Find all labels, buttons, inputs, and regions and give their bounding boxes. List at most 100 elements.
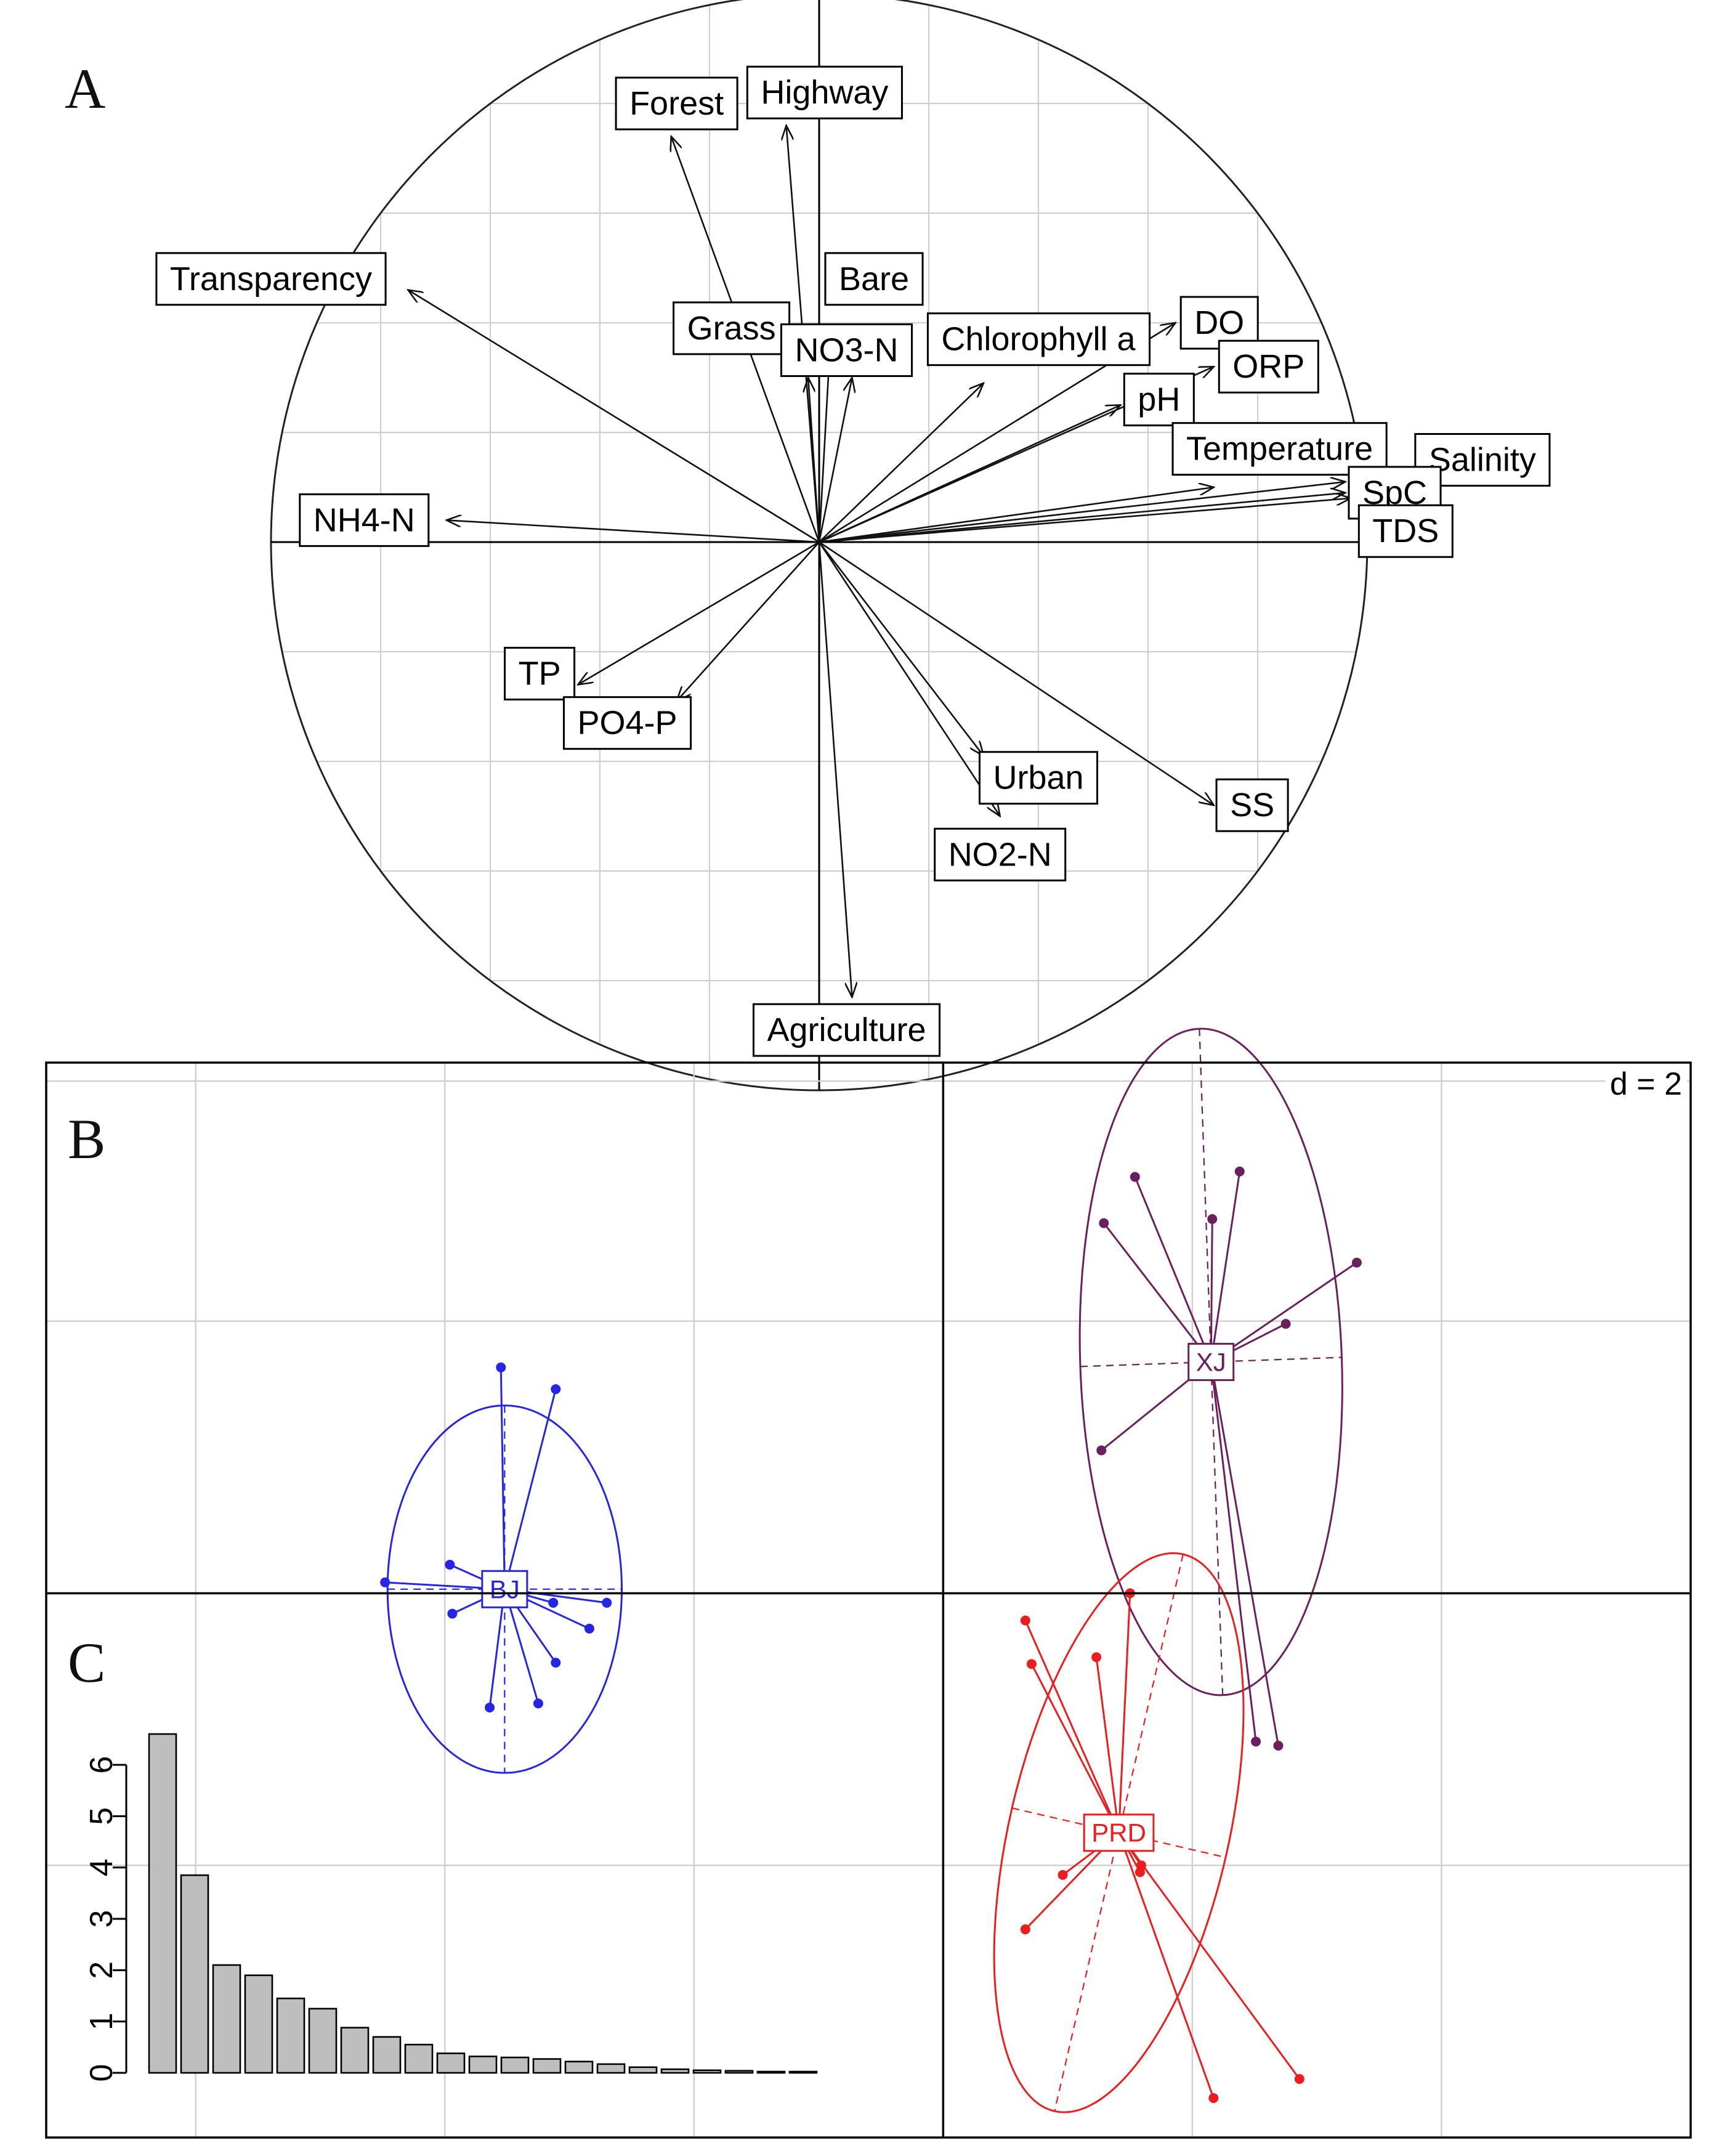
label-text: Temperature	[1186, 431, 1373, 468]
label-text: NO3-N	[795, 332, 898, 369]
star-segment	[1118, 1832, 1301, 2080]
group-label-text: BJ	[490, 1574, 520, 1603]
group-label-box	[1083, 1814, 1155, 1852]
variable-label-bare: Bare	[824, 252, 924, 306]
label-box	[504, 647, 576, 701]
sample-point	[445, 1560, 455, 1570]
label-box	[752, 1003, 941, 1057]
eigenvalue-bar-18	[692, 2069, 722, 2074]
sample-point	[1273, 1740, 1284, 1751]
sample-point	[1020, 1924, 1030, 1935]
group-label-bj: BJ	[481, 1570, 528, 1608]
variable-label-po4-p: PO4-P	[562, 696, 692, 750]
label-text: pH	[1138, 381, 1180, 418]
eigenvalue-bar-21	[788, 2070, 818, 2074]
star-segment	[503, 1388, 557, 1590]
sample-point	[1351, 1257, 1362, 1268]
y-tick-label: 0	[84, 2064, 119, 2082]
sample-point	[1280, 1319, 1291, 1329]
y-tick-label: 5	[84, 1807, 119, 1825]
label-text: Grass	[687, 310, 776, 347]
variable-label-forest: Forest	[615, 76, 738, 131]
sample-point	[1251, 1737, 1261, 1747]
variable-label-no3-n: NO3-N	[780, 323, 913, 377]
label-text: ORP	[1232, 348, 1304, 385]
eigenvalue-bar-9	[404, 2043, 434, 2074]
panel-c-y-axis: 0 1 2 3 4 5 6	[84, 1756, 127, 2082]
label-text: Urban	[993, 760, 1083, 796]
label-text: DO	[1194, 304, 1244, 341]
variable-label-nh4-n: NH4-N	[299, 493, 430, 547]
eigenvalue-bar-2	[180, 1874, 209, 2074]
label-text: NH4-N	[313, 501, 415, 538]
label-text: Salinity	[1429, 442, 1536, 479]
variable-label-temperature: Temperature	[1171, 422, 1388, 476]
variable-label-ph: pH	[1123, 373, 1195, 427]
sample-point	[551, 1384, 561, 1395]
sample-point	[1130, 1172, 1140, 1182]
star-segment	[1118, 1832, 1215, 2099]
panel-b-grid	[46, 1063, 1692, 2139]
sample-point	[380, 1577, 390, 1587]
star-segment	[1210, 1171, 1241, 1363]
y-tick-label: 2	[84, 1961, 119, 1979]
arrow-grass	[808, 378, 820, 543]
star-segment	[1103, 1222, 1212, 1363]
label-text: TDS	[1372, 513, 1439, 549]
sample-point	[1136, 1860, 1146, 1871]
label-text: Highway	[761, 74, 888, 111]
eigenvalue-bar-16	[628, 2066, 658, 2074]
eigenvalue-bar-3	[212, 1964, 241, 2074]
eigenvalue-bar-10	[436, 2053, 466, 2074]
variable-label-grass: Grass	[673, 301, 791, 355]
label-text: Transparency	[170, 261, 372, 298]
variable-labels: Forest Highway Transparency Bare Grass NO3-N C…	[155, 65, 1551, 1057]
eigenvalue-bar-14	[564, 2061, 594, 2074]
arrow-chlorophyll-a	[819, 383, 984, 543]
group-plots: BJ XJ PRD	[380, 1027, 1362, 2113]
label-text: TP	[519, 655, 561, 692]
arrow-spc	[819, 493, 1345, 543]
eigenvalue-bar-12	[500, 2056, 530, 2074]
grid-scale-label-background	[1604, 1065, 1687, 1103]
panel-letter-c: C	[68, 1631, 105, 1694]
y-tick-label: 3	[84, 1910, 119, 1928]
eigenvalue-bar-19	[724, 2070, 754, 2074]
panel-letter-a: A	[65, 57, 105, 120]
label-box	[299, 493, 430, 547]
label-box	[746, 65, 903, 120]
sample-point	[551, 1658, 561, 1668]
group-label-text: PRD	[1091, 1818, 1146, 1847]
label-box	[824, 252, 924, 306]
eigenvalue-bar-4	[244, 1974, 273, 2074]
group-label-xj: XJ	[1187, 1342, 1235, 1381]
label-box	[1215, 778, 1289, 832]
sample-point	[602, 1597, 612, 1608]
variable-label-ss: SS	[1215, 778, 1289, 832]
label-box	[155, 252, 387, 306]
star-segment	[1210, 1361, 1279, 1746]
arrow-salinity	[819, 482, 1345, 543]
sample-point	[1091, 1652, 1102, 1663]
label-box	[1218, 339, 1319, 394]
sample-point	[1026, 1659, 1037, 1669]
eigenvalue-bar-15	[596, 2063, 626, 2074]
arrow-no2-n	[818, 541, 1000, 816]
eigenvalue-bar-1	[148, 1733, 177, 2074]
variable-label-tds: TDS	[1357, 504, 1454, 558]
sample-point	[1099, 1218, 1109, 1228]
group-label-box	[481, 1570, 528, 1608]
sample-point	[1208, 2093, 1219, 2103]
eigenvalue-bar-13	[532, 2058, 562, 2074]
panel-b-frame	[45, 1061, 1692, 2139]
variable-label-transparency: Transparency	[155, 252, 387, 306]
y-tick-label: 4	[84, 1858, 119, 1876]
label-box	[1123, 373, 1195, 427]
arrow-bare	[818, 345, 830, 543]
eigenvalue-bars	[148, 1733, 818, 2074]
variable-label-urban: Urban	[978, 751, 1099, 805]
arrow-po4-p	[677, 541, 820, 701]
star-segment	[1118, 1593, 1131, 1833]
group-prd: PRD	[993, 1552, 1304, 2113]
variable-label-no2-n: NO2-N	[934, 827, 1067, 881]
